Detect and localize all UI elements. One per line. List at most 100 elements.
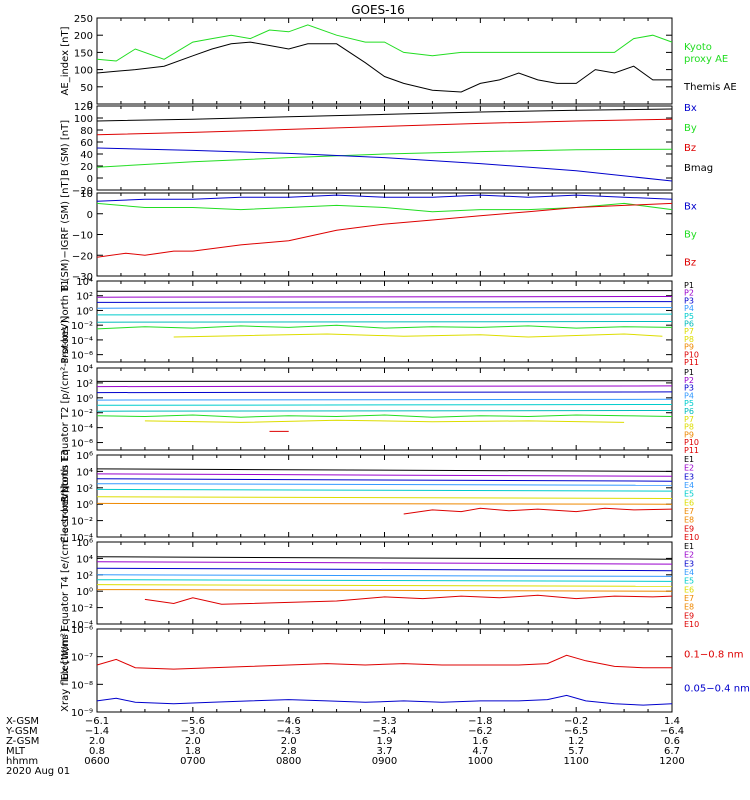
y-axis-label: Protons Equator T2 [p/(cm²-s-sr-keV)] <box>60 316 71 503</box>
legend-entry: E5 <box>684 577 694 586</box>
y-tick-label: −10 <box>72 231 93 242</box>
series-p4 <box>96 398 673 401</box>
series-e7 <box>96 502 673 505</box>
date-label: 2020 Aug 01 <box>6 766 70 777</box>
y-tick-label: 10⁻⁴ <box>71 533 93 544</box>
x-tick-label: 0800 <box>276 756 301 767</box>
y-tick-label: 10⁻⁸ <box>71 680 93 691</box>
panel-frame <box>96 17 673 105</box>
x-tick-label: −1.4 <box>85 726 109 737</box>
legend-entry: proxy AE <box>684 54 728 65</box>
x-tick-label: 2.8 <box>281 746 297 757</box>
y-tick-label: 10⁻⁶ <box>71 351 93 362</box>
series-p7 <box>96 324 673 330</box>
series-p8 <box>144 419 625 423</box>
x-tick-label: −6.2 <box>468 726 492 737</box>
y-tick-label: 10⁰ <box>76 500 93 511</box>
y-tick-label: 200 <box>74 31 93 42</box>
y-axis-label: AE_index [nT] <box>60 26 71 95</box>
panel-frame <box>96 541 673 625</box>
legend-entry: E2 <box>684 464 694 473</box>
series-e4 <box>96 483 673 486</box>
x-tick-label: −3.0 <box>181 726 205 737</box>
x-tick-label: 4.7 <box>472 746 488 757</box>
x-tick-label: 1.4 <box>664 716 680 727</box>
y-tick-label: 50 <box>80 83 93 94</box>
legend-entry: P3 <box>684 384 694 393</box>
panel-frame <box>96 454 673 538</box>
panel-frame <box>96 367 673 451</box>
y-axis-label: Xray flux [W/m²] <box>60 629 71 712</box>
legend-entry: By <box>684 123 697 134</box>
x-tick-label: 1200 <box>659 756 684 767</box>
legend-entry: E10 <box>684 533 699 542</box>
legend-entry: E8 <box>684 516 694 525</box>
series-e1 <box>96 468 673 472</box>
y-tick-label: 10⁻² <box>71 409 93 420</box>
y-tick-label: 10⁻² <box>71 321 93 332</box>
x-row-label: Y-GSM <box>5 726 38 737</box>
y-axis-label: Electrons North T3 <box>60 449 71 542</box>
series-p4 <box>96 307 673 309</box>
x-tick-label: −5.4 <box>372 726 396 737</box>
legend-entry: E5 <box>684 490 694 499</box>
legend-entry: 0.1−0.8 nm <box>684 650 743 661</box>
series-e3 <box>96 567 673 572</box>
y-axis-label: Protons North T1 <box>60 279 71 363</box>
legend-entry: P5 <box>684 312 694 321</box>
legend-entry: By <box>684 230 697 241</box>
series-p1 <box>96 380 673 382</box>
panel-3: −30 −20 −10 0 10 B (SM)−IGRF (SM) [nT] Bx By Bz <box>60 177 697 291</box>
y-tick-label: 10 <box>80 189 93 200</box>
y-tick-label: 10⁰ <box>76 587 93 598</box>
legend-entry: E1 <box>684 455 694 464</box>
y-tick-label: 10⁻⁴ <box>71 424 93 435</box>
legend-entry: P6 <box>684 320 694 329</box>
y-tick-label: 10⁴ <box>76 364 93 375</box>
y-tick-label: 10⁻² <box>71 517 93 528</box>
series-p5 <box>96 313 673 316</box>
panel-frame <box>96 192 673 277</box>
y-tick-label: −20 <box>72 251 93 262</box>
y-tick-label: 10⁰ <box>76 394 93 405</box>
y-axis-label: B (SM) [nT] <box>60 120 71 176</box>
series-p2 <box>96 296 673 298</box>
panel-7: 10⁻⁴ 10⁻² 10⁰ 10² 10⁴ 10⁶ Electrons Equator T4… <box>60 485 699 680</box>
x-tick-label: 2.0 <box>89 736 105 747</box>
x-tick-label: 2.0 <box>281 736 297 747</box>
legend-entry: P4 <box>684 391 694 400</box>
legend-entry: P11 <box>684 358 699 367</box>
y-tick-label: 0 <box>87 210 93 221</box>
series-p6 <box>96 410 673 412</box>
x-row-label: hhmm <box>6 756 38 767</box>
x-tick-label: 1100 <box>563 756 588 767</box>
y-tick-label: 250 <box>74 14 93 25</box>
x-tick-label: 3.7 <box>377 746 393 757</box>
legend-entry: Bx <box>684 103 697 114</box>
x-tick-label: 0900 <box>372 756 397 767</box>
series-p2 <box>96 385 673 388</box>
legend-entry: E9 <box>684 611 694 620</box>
series-e5 <box>96 488 673 492</box>
series-e1 <box>96 556 673 560</box>
y-tick-label: 10⁻⁶ <box>71 625 93 636</box>
legend-entry: P7 <box>684 327 694 336</box>
series-e8 <box>144 594 673 605</box>
y-tick-label: 0 <box>87 100 93 111</box>
y-tick-label: 40 <box>80 150 93 161</box>
y-tick-label: 10⁻⁹ <box>71 708 93 719</box>
series-by <box>96 148 673 168</box>
y-tick-label: 10⁰ <box>76 306 93 317</box>
panel-frame <box>96 628 673 713</box>
y-tick-label: 10⁴ <box>76 554 93 565</box>
x-tick-label: 0.8 <box>89 746 105 757</box>
legend-entry: Bz <box>684 143 696 154</box>
x-tick-label: 0600 <box>84 756 109 767</box>
x-tick-label: 0.6 <box>664 736 680 747</box>
legend-entry: P1 <box>684 281 694 290</box>
x-tick-label: 1.6 <box>472 736 488 747</box>
legend-entry: P9 <box>684 343 694 352</box>
